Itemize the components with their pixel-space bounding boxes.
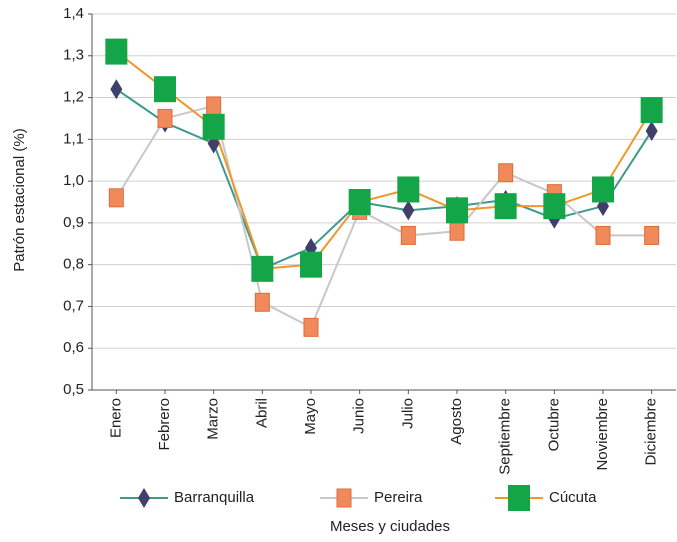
marker bbox=[303, 317, 319, 337]
marker bbox=[206, 96, 222, 116]
marker bbox=[592, 176, 614, 203]
marker bbox=[397, 176, 420, 203]
series-line bbox=[115, 50, 653, 270]
x-tick-label: Febrero bbox=[156, 398, 173, 451]
x-tick-label: Octubre bbox=[545, 398, 562, 451]
x-tick-label: Junio bbox=[351, 398, 368, 434]
marker bbox=[108, 188, 124, 208]
x-tick-label: Septiembre bbox=[497, 398, 514, 475]
x-tick-label: Julio bbox=[399, 398, 416, 429]
marker bbox=[498, 163, 514, 183]
marker bbox=[402, 200, 415, 221]
y-tick-label: 0,5 bbox=[63, 381, 84, 398]
marker bbox=[202, 113, 225, 140]
legend-marker bbox=[138, 488, 150, 508]
x-tick-label: Mayo bbox=[302, 398, 319, 435]
y-axis-label: Patrón estacional (%) bbox=[11, 128, 28, 271]
marker bbox=[105, 38, 128, 65]
marker bbox=[644, 225, 660, 245]
marker bbox=[251, 255, 274, 282]
x-tick-label: Diciembre bbox=[643, 398, 660, 466]
x-tick-label: Marzo bbox=[205, 398, 222, 440]
x-tick-label: Abril bbox=[253, 398, 270, 428]
y-tick-label: 1,3 bbox=[63, 47, 84, 64]
y-tick-label: 1,1 bbox=[63, 130, 84, 147]
x-axis-label: Meses y ciudades bbox=[330, 518, 450, 535]
series-line bbox=[115, 88, 653, 271]
marker bbox=[254, 292, 270, 312]
marker bbox=[157, 108, 173, 128]
marker bbox=[640, 97, 663, 124]
marker bbox=[449, 221, 465, 241]
y-tick-label: 0,8 bbox=[63, 256, 84, 273]
marker bbox=[446, 197, 468, 224]
marker bbox=[300, 251, 322, 278]
marker bbox=[595, 225, 611, 245]
y-tick-label: 0,6 bbox=[63, 339, 84, 356]
y-tick-label: 0,7 bbox=[63, 297, 84, 314]
marker bbox=[305, 237, 317, 258]
legend-label: Barranquilla bbox=[174, 489, 255, 506]
marker bbox=[645, 120, 658, 141]
legend-label: Cúcuta bbox=[549, 489, 597, 506]
marker bbox=[400, 225, 416, 245]
y-tick-label: 1,2 bbox=[63, 89, 84, 106]
y-tick-label: 1,4 bbox=[63, 5, 84, 22]
marker bbox=[110, 79, 123, 100]
y-tick-label: 0,9 bbox=[63, 214, 84, 231]
legend-label: Pereira bbox=[374, 489, 423, 506]
marker bbox=[494, 193, 517, 220]
marker bbox=[154, 76, 176, 103]
legend-marker bbox=[508, 485, 530, 511]
x-tick-label: Agosto bbox=[448, 398, 465, 445]
marker bbox=[543, 193, 566, 220]
x-tick-label: Noviembre bbox=[594, 398, 611, 471]
marker bbox=[348, 189, 371, 215]
x-tick-label: Enero bbox=[107, 398, 124, 438]
y-tick-label: 1,0 bbox=[63, 172, 84, 189]
legend-marker bbox=[336, 488, 352, 508]
